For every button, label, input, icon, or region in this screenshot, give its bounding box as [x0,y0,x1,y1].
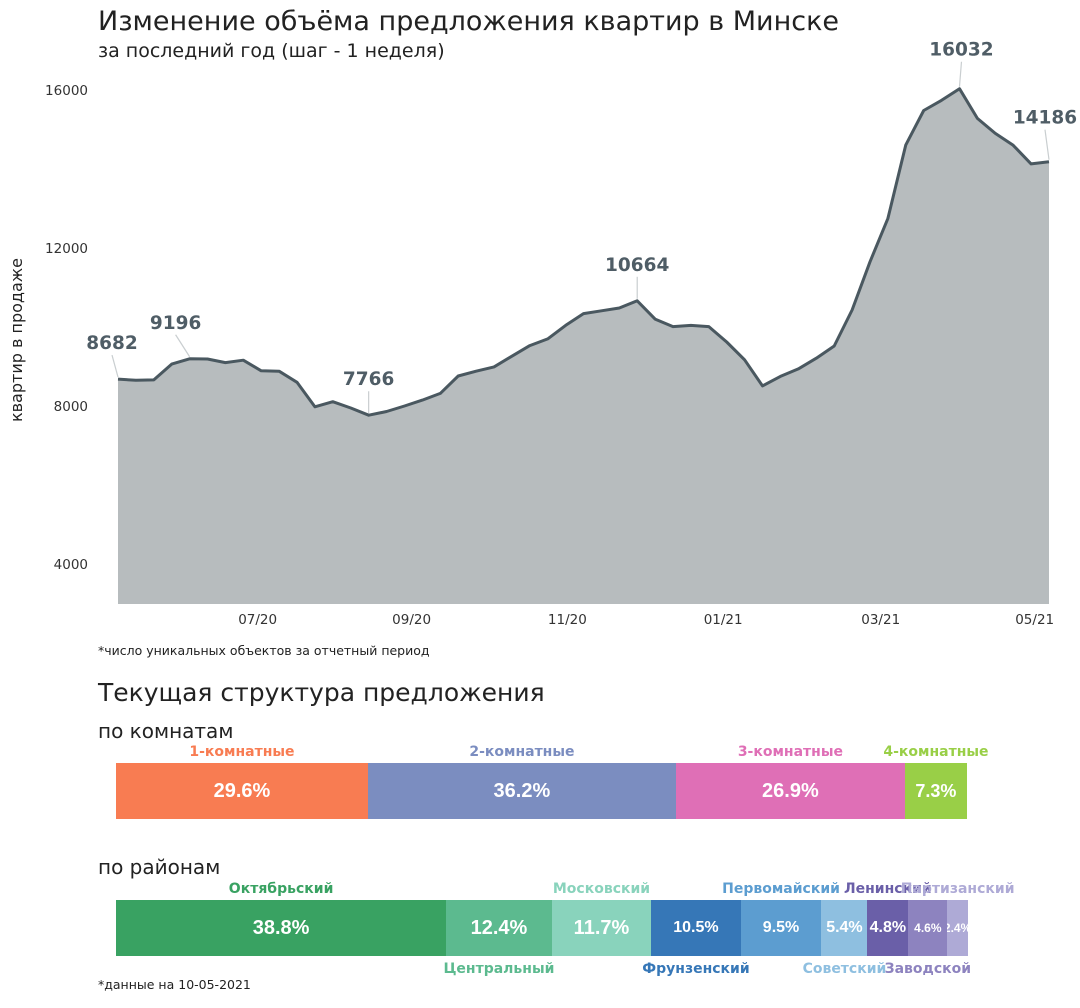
y-tick-label: 12000 [45,241,88,257]
district-segment: 2.4% [947,900,968,956]
rooms-segment: 7.3% [904,763,967,819]
district-label: Центральный [443,961,555,977]
area-fill [118,88,1049,604]
district-segment-value: 10.5% [673,919,719,936]
district-label: Октябрьский [228,881,334,897]
y-tick-label: 8000 [54,399,88,415]
data-label-leader [175,334,191,358]
footnote-top: *число уникальных объектов за отчетный п… [98,643,430,658]
rooms-segment-value: 7.3% [915,780,957,801]
chart-subtitle: за последний год (шаг - 1 неделя) [98,40,445,62]
y-tick-label: 16000 [45,83,88,99]
district-segment: 10.5% [651,900,741,956]
district-segment-value: 11.7% [573,916,630,939]
data-label: 9196 [150,313,202,334]
district-label: Московский [552,881,651,897]
rooms-segment: 29.6% [116,763,368,819]
rooms-segment-value: 29.6% [213,779,271,802]
x-tick-label: 03/21 [861,612,900,628]
district-segment-value: 9.5% [762,919,800,936]
rooms-bar: 29.6% 36.2% 26.9% 7.3% [116,763,967,819]
district-segment-value: 4.6% [914,921,942,935]
data-label-leader [111,354,119,378]
districts-bar: 38.8% 12.4% 11.7% 10.5% 9.5% 5.4% 4.8% 4.6% 2.4% [116,900,968,956]
district-segment: 12.4% [446,900,552,956]
district-label: Первомайский [722,881,840,897]
district-segment: 4.8% [867,900,909,956]
x-tick-label: 11/20 [548,612,587,628]
rooms-label: 2-комнатные [469,744,575,760]
rooms-segment: 26.9% [675,763,905,819]
y-tick-label: 4000 [54,557,88,573]
x-tick-label: 01/21 [704,612,743,628]
area-chart: квартир в продаже 4000 8000 12000 16000 07/2… [7,40,1077,628]
district-segment: 4.6% [908,900,948,956]
district-segment: 9.5% [740,900,822,956]
district-label: Партизанский [900,881,1015,897]
structure-title: Текущая структура предложения [98,678,545,707]
x-tick-label: 05/21 [1015,612,1054,628]
district-segment-value: 5.4% [826,919,863,936]
data-label: 16032 [929,40,993,61]
district-label: Советский [802,961,887,977]
rooms-title: по комнатам [98,719,234,743]
district-segment-value: 38.8% [252,916,310,939]
districts-title: по районам [98,855,221,879]
data-label: 14186 [1013,108,1077,129]
district-segment: 11.7% [551,900,652,956]
data-label: 7766 [343,369,395,390]
district-segment: 5.4% [821,900,868,956]
rooms-segment-value: 26.9% [762,779,819,802]
data-label: 10664 [605,255,669,276]
rooms-label: 4-комнатные [883,744,989,760]
rooms-label: 1-комнатные [189,744,295,760]
chart-title: Изменение объёма предложения квартир в М… [98,6,840,37]
rooms-segment: 36.2% [367,763,676,819]
district-segment-value: 12.4% [470,916,528,939]
data-label: 8682 [86,333,138,354]
district-label: Ленинский [843,881,932,897]
district-segment: 38.8% [116,900,447,956]
rooms-label: 3-комнатные [737,744,843,760]
x-tick-label: 09/20 [392,612,431,628]
rooms-segment-value: 36.2% [493,779,551,802]
district-segment-value: 4.8% [869,919,907,936]
data-label-leader [958,61,963,87]
district-segment-value: 2.4% [947,921,967,935]
district-label: Заводской [884,961,972,977]
y-axis-label: квартир в продаже [7,258,26,422]
x-tick-label: 07/20 [238,612,277,628]
district-label: Фрунзенский [642,961,750,977]
data-label-leader [1044,129,1050,160]
series-line [117,87,1050,417]
footnote-bottom: *данные на 10-05-2021 [98,977,251,992]
